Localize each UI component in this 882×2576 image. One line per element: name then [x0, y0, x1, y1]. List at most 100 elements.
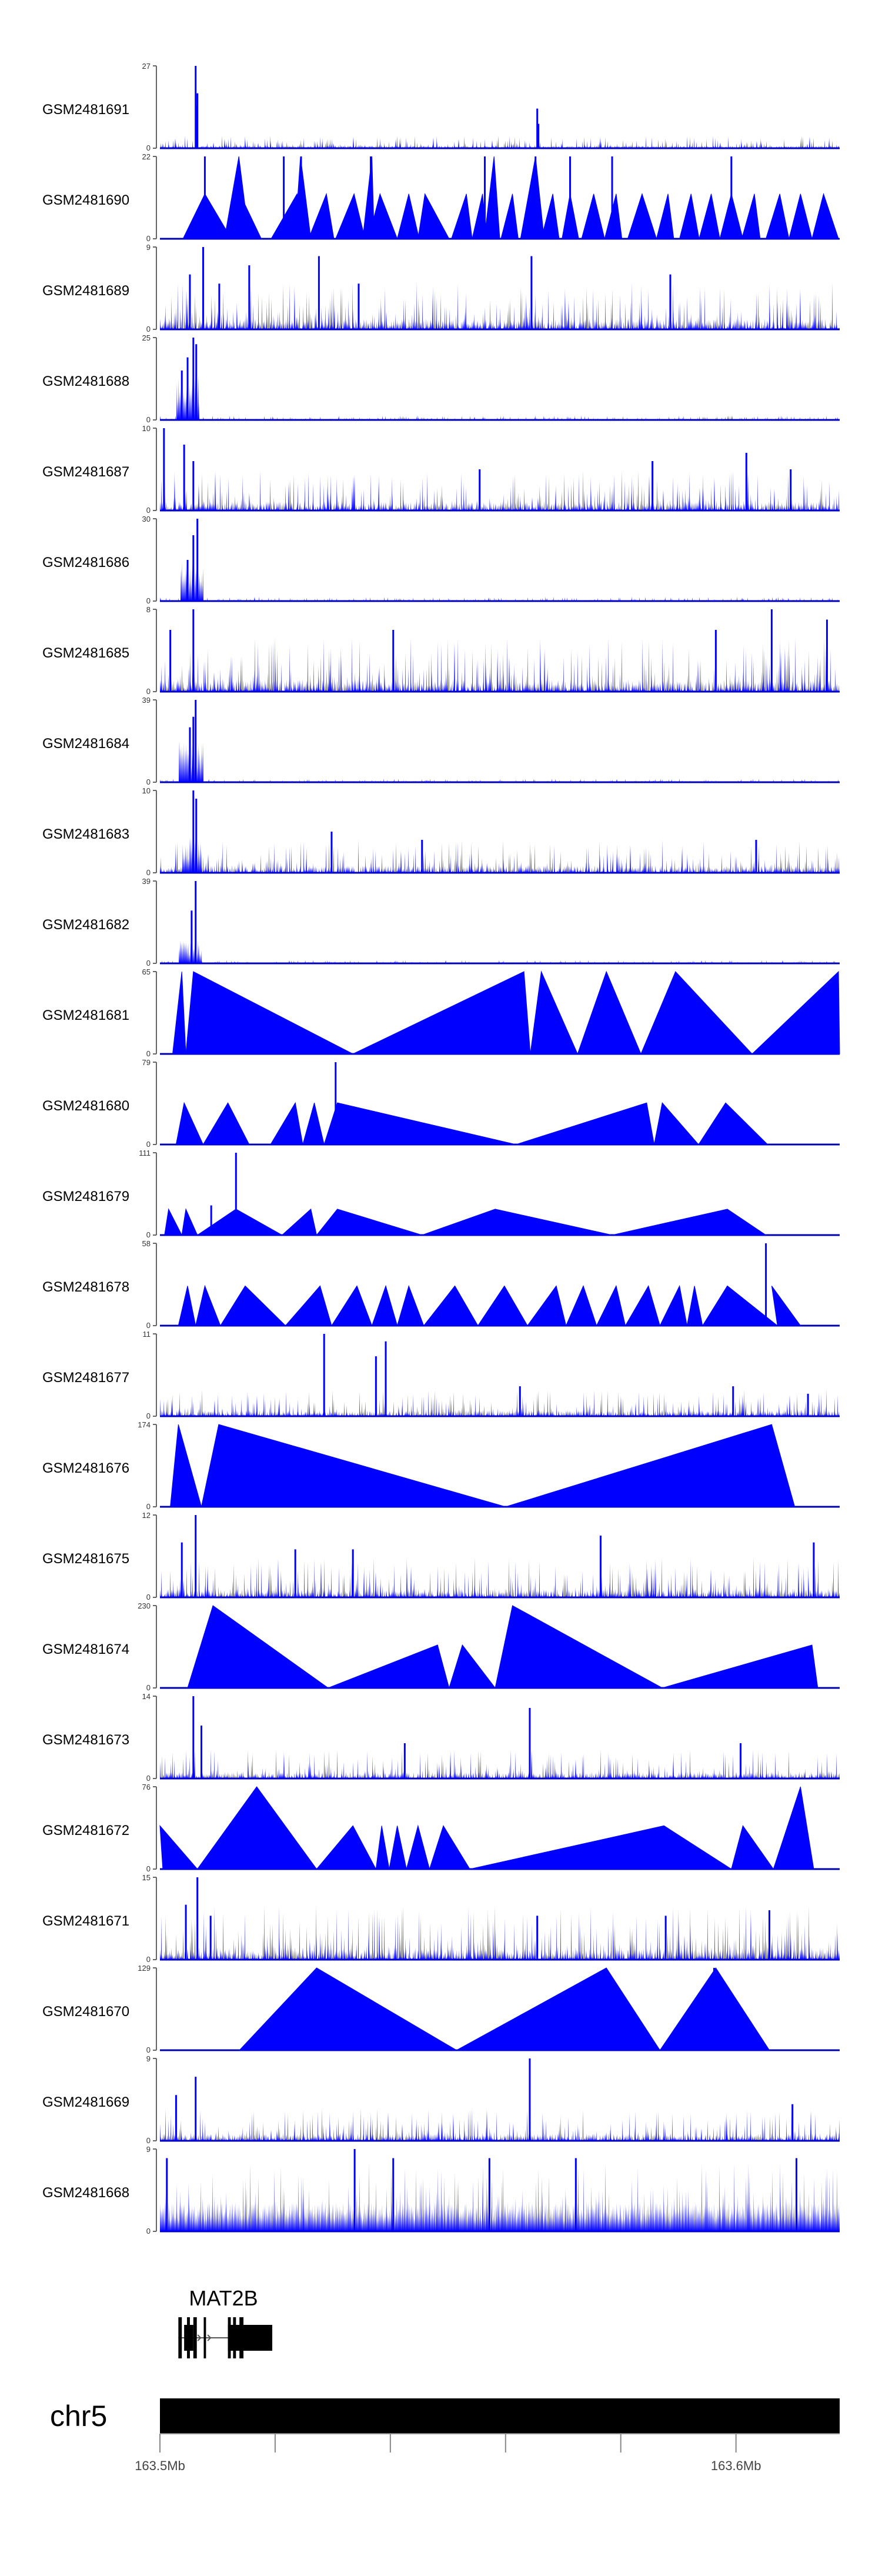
gene-exon	[239, 2317, 244, 2358]
track-GSM2481687: GSM2481687 10 0	[42, 424, 840, 515]
coverage-area	[160, 836, 840, 873]
coverage-area	[160, 373, 840, 420]
y-max-label: 111	[139, 1149, 151, 1157]
coverage-peak	[406, 1824, 430, 1870]
gene-exon	[203, 2317, 206, 2358]
coverage-area	[160, 135, 840, 148]
track-GSM2481685: GSM2481685 8 0	[42, 605, 840, 696]
track-GSM2481674: GSM2481674 230 0	[42, 1601, 840, 1692]
y-min-label: 0	[146, 2046, 151, 2054]
track-label: GSM2481679	[42, 1189, 129, 1204]
coverage-peak	[281, 1208, 318, 1236]
coverage-peak	[331, 1285, 373, 1326]
track-label: GSM2481669	[42, 2094, 129, 2110]
axis-tick-label: 163.5Mb	[135, 2458, 185, 2473]
chromosome-bar	[160, 2398, 840, 2434]
track-GSM2481681: GSM2481681 65 0	[42, 967, 840, 1058]
y-max-label: 9	[146, 2145, 151, 2154]
y-max-label: 9	[146, 2054, 151, 2063]
coverage-peak	[686, 1286, 703, 1326]
coverage-peak	[451, 193, 473, 239]
coverage-peak	[604, 193, 623, 239]
coverage-peak	[285, 1285, 332, 1326]
coverage-peak	[429, 1825, 470, 1870]
y-max-label: 30	[142, 515, 151, 523]
y-max-label: 79	[142, 1058, 151, 1067]
coverage-peak	[789, 193, 813, 239]
coverage-peak	[181, 1208, 198, 1236]
coverage-peak	[201, 1424, 506, 1507]
y-min-label: 0	[146, 1955, 151, 1964]
y-max-label: 230	[138, 1601, 151, 1610]
track-label: GSM2481670	[42, 2004, 129, 2020]
genomic-axis: 163.5Mb 163.6Mb	[135, 2433, 840, 2473]
chromosome-label: chr5	[50, 2400, 107, 2432]
coverage-peak	[516, 1102, 655, 1145]
coverage-peak	[540, 193, 560, 239]
coverage-peak	[765, 193, 790, 239]
y-min-label: 0	[146, 778, 151, 786]
track-label: GSM2481676	[42, 1460, 129, 1476]
y-min-label: 0	[146, 1412, 151, 1420]
y-min-label: 0	[146, 596, 151, 605]
strand-arrow-icon	[197, 2334, 202, 2341]
coverage-peak	[371, 1284, 398, 1326]
coverage-peak	[565, 1285, 597, 1326]
coverage-area	[160, 1749, 840, 1778]
coverage-peak	[270, 1102, 303, 1145]
y-min-label: 0	[146, 2227, 151, 2235]
coverage-peak	[202, 1102, 250, 1145]
track-label: GSM2481672	[42, 1823, 129, 1838]
coverage-peak	[182, 193, 232, 239]
gene-exon	[228, 2317, 231, 2358]
coverage-peak	[679, 193, 700, 239]
coverage-peak	[178, 1286, 196, 1326]
coverage-peak	[701, 1285, 779, 1326]
coverage-area	[160, 637, 840, 692]
y-min-label: 0	[146, 1502, 151, 1511]
y-max-label: 22	[142, 152, 151, 161]
track-GSM2481689: GSM2481689 9 0	[42, 243, 840, 333]
coverage-peak	[196, 1209, 283, 1236]
axis-tick-label: 163.6Mb	[711, 2458, 761, 2473]
track-label: GSM2481668	[42, 2185, 129, 2201]
coverage-peak	[389, 1826, 407, 1870]
coverage-area	[160, 741, 840, 782]
track-label: GSM2481687	[42, 464, 129, 480]
y-min-label: 0	[146, 1774, 151, 1783]
coverage-peak	[352, 971, 531, 1055]
coverage-area	[160, 282, 840, 329]
y-max-label: 11	[143, 1330, 151, 1339]
track-GSM2481684: GSM2481684 39 0	[42, 696, 840, 786]
coverage-peak	[396, 193, 420, 239]
coverage-peak	[396, 1284, 425, 1326]
coverage-peak	[500, 193, 519, 239]
y-max-label: 8	[146, 605, 151, 614]
coverage-peak	[731, 1825, 774, 1870]
y-max-label: 65	[142, 967, 151, 976]
coverage-peak	[640, 971, 753, 1055]
y-max-label: 10	[142, 424, 151, 433]
track-label: GSM2481689	[42, 283, 129, 299]
coverage-peak	[624, 1285, 661, 1326]
y-min-label: 0	[146, 1593, 151, 1601]
track-label: GSM2481688	[42, 373, 129, 389]
track-label: GSM2481691	[42, 102, 129, 118]
track-label: GSM2481678	[42, 1279, 129, 1295]
track-label: GSM2481685	[42, 645, 129, 661]
track-GSM2481672: GSM2481672 76 0	[42, 1783, 840, 1873]
track-GSM2481670: GSM2481670 129 0	[42, 1964, 840, 2054]
y-max-label: 129	[138, 1964, 151, 1973]
y-max-label: 9	[146, 243, 151, 252]
coverage-peak	[659, 1284, 687, 1326]
track-GSM2481671: GSM2481671 15 0	[42, 1873, 840, 1964]
coverage-area	[160, 2108, 840, 2141]
track-label: GSM2481675	[42, 1551, 129, 1567]
coverage-peak	[483, 156, 500, 239]
coverage-peak	[520, 156, 544, 239]
track-GSM2481677: GSM2481677 11 0	[42, 1330, 840, 1420]
coverage-peak	[449, 1644, 496, 1689]
coverage-area	[160, 1389, 840, 1416]
gene-exon	[233, 2317, 236, 2358]
